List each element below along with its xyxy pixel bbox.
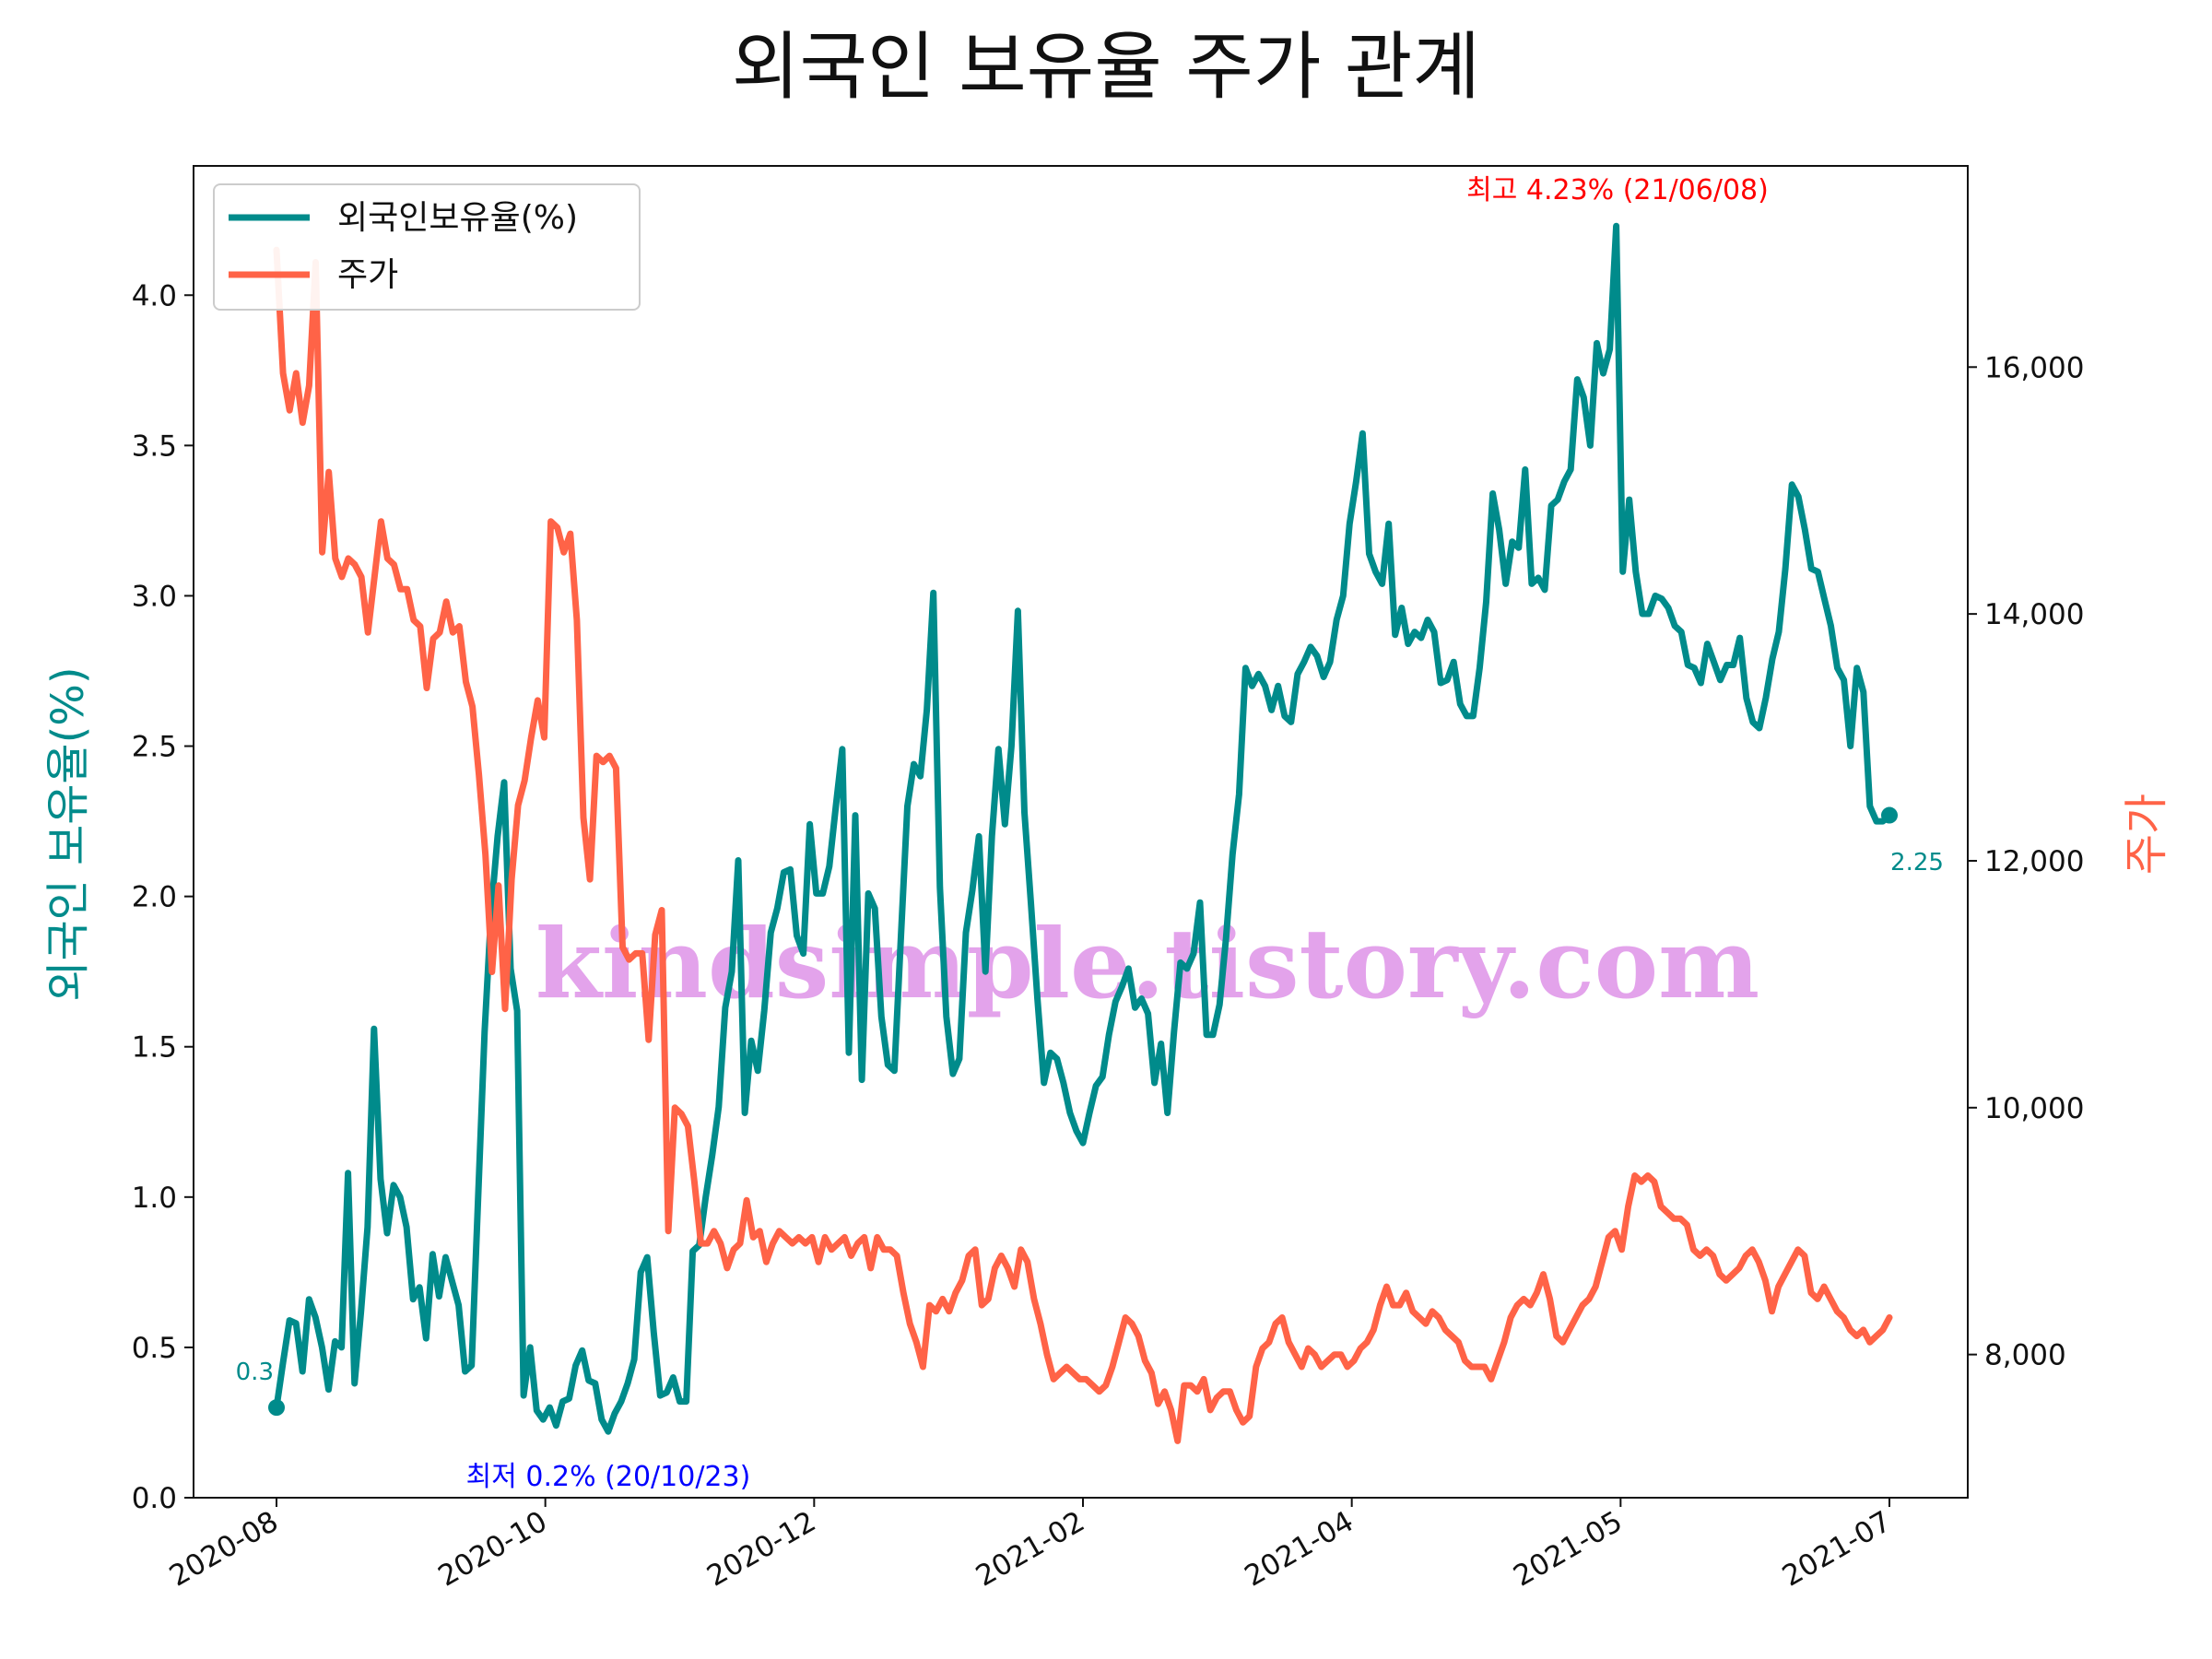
foreign-ownership-end-label: 2.25 <box>1890 849 1944 877</box>
y-left-tick-label: 0.0 <box>132 1482 177 1515</box>
foreign-ownership-line <box>273 222 1893 1435</box>
stock-price-line <box>273 246 1893 1444</box>
y-right-tick-label: 16,000 <box>1984 351 2084 384</box>
y-axis-left: 0.0 0.5 1.0 1.5 2.0 2.5 3.0 3.5 4.0 <box>132 279 194 1515</box>
min-annotation: 최저 0.2% (20/10/23) <box>466 1461 751 1493</box>
y-axis-right-label: 주가 <box>2121 794 2172 875</box>
foreign-ownership-end-point <box>1881 806 1898 824</box>
y-left-tick-label: 2.0 <box>132 881 177 914</box>
legend-box <box>213 183 641 311</box>
y-axis-left-label: 외국인 보유율(%) <box>42 666 94 1001</box>
foreign-ownership-series <box>268 222 1898 1435</box>
max-annotation: 최고 4.23% (21/06/08) <box>1466 174 1769 206</box>
legend-label-foreign-ownership: 외국인보유율(%) <box>337 199 578 237</box>
y-left-tick-label: 3.5 <box>132 429 177 463</box>
stock-price-series <box>273 246 1893 1444</box>
y-right-tick-label: 12,000 <box>1984 845 2084 878</box>
y-right-tick-label: 14,000 <box>1984 598 2084 631</box>
watermark: kindsimple.tistory.com <box>535 907 1759 1020</box>
y-axis-right: 8,000 10,000 12,000 14,000 16,000 <box>1968 351 2084 1372</box>
foreign-ownership-start-label: 0.3 <box>236 1359 274 1386</box>
legend-label-stock-price: 주가 <box>337 256 398 294</box>
chart-title: 외국인 보유율 주가 관계 <box>732 24 1480 110</box>
foreign-ownership-start-point <box>268 1399 285 1417</box>
watermark-text: kindsimple.tistory.com <box>535 907 1759 1020</box>
y-left-tick-label: 0.5 <box>132 1332 177 1365</box>
plot-frame <box>193 165 1969 1499</box>
y-left-tick-label: 4.0 <box>132 279 177 312</box>
y-right-tick-label: 8,000 <box>1984 1339 2066 1372</box>
y-right-tick-label: 10,000 <box>1984 1092 2084 1125</box>
legend: 외국인보유율(%) 주가 <box>213 183 641 311</box>
y-left-tick-label: 1.0 <box>132 1182 177 1215</box>
y-left-tick-label: 3.0 <box>132 580 177 613</box>
y-left-tick-label: 1.5 <box>132 1031 177 1065</box>
y-left-tick-label: 2.5 <box>132 731 177 764</box>
